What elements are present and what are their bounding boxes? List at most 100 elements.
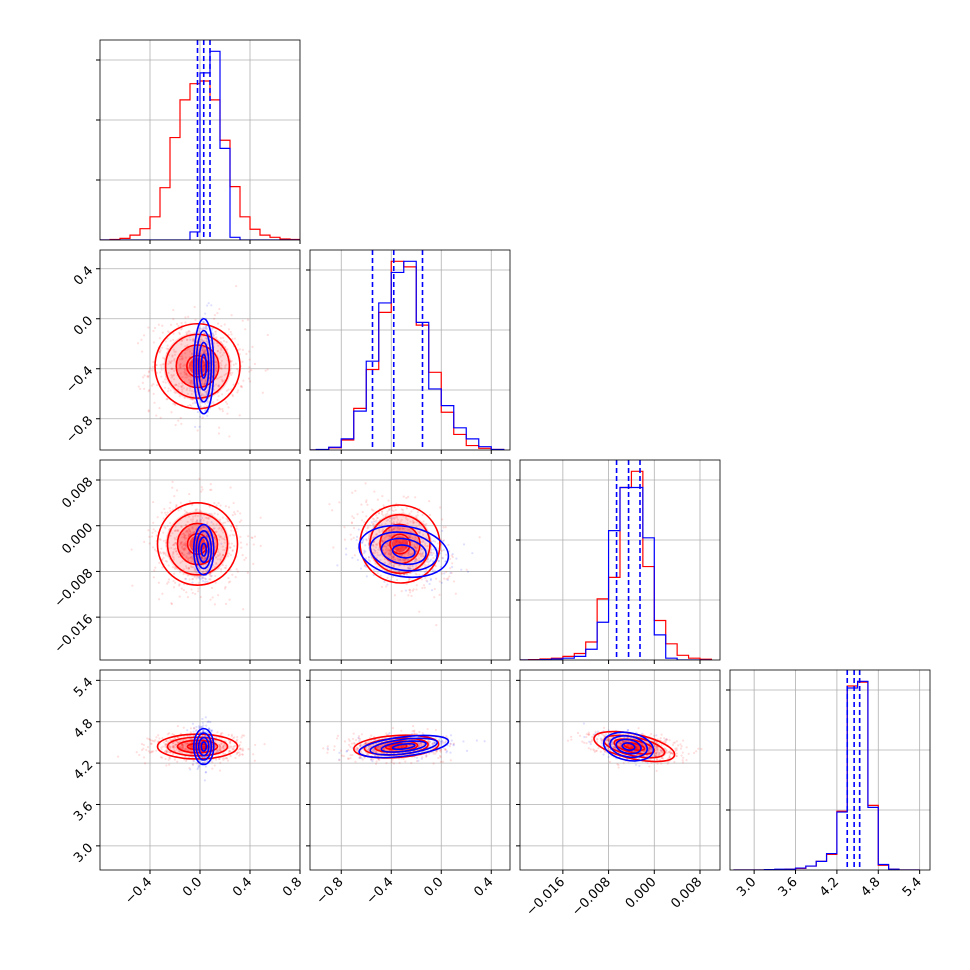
panel-content — [310, 250, 510, 450]
panel-r3-c0: −0.4 0.0 0.4 0.8 3.0 3.6 4.2 4.8 5.4 — [71, 669, 305, 908]
histogram-set-a — [520, 486, 712, 660]
x-tick-label: 4.2 — [817, 875, 842, 900]
contour-set-a — [358, 524, 450, 579]
contour-set-a — [380, 740, 427, 753]
panel-frame — [519, 669, 721, 871]
x-tick-label: 5.4 — [900, 875, 925, 900]
panel-content — [310, 460, 510, 660]
contour-set-b — [166, 512, 229, 576]
y-tick-label: −0.8 — [63, 413, 96, 446]
x-tick-label: 0.008 — [668, 875, 705, 912]
contour-set-a — [192, 523, 215, 576]
y-tick-label: 0.000 — [59, 520, 96, 557]
x-tick-label: −0.016 — [524, 875, 569, 920]
panel-r3-c1: −0.8 −0.4 0.0 0.4 — [306, 669, 511, 908]
contour-set-a — [609, 735, 649, 759]
contour-set-a — [200, 353, 208, 379]
panel-r2-c1 — [306, 459, 511, 664]
x-tick-label: 0.0 — [421, 875, 446, 900]
panel-r1-c1 — [306, 249, 511, 454]
contour-set-b — [164, 333, 231, 399]
contour-set-a — [197, 736, 210, 757]
contour-set-a — [380, 537, 427, 566]
contour-set-a — [602, 731, 655, 762]
contour-set-a — [369, 737, 439, 756]
contour-set-b — [359, 504, 441, 584]
panel-content — [100, 460, 300, 660]
contour-set-a — [200, 741, 208, 752]
contour-set-b — [154, 322, 241, 410]
y-tick-label: −0.016 — [52, 612, 97, 657]
y-tick-label: 4.8 — [71, 716, 96, 741]
panel-frame — [309, 249, 511, 451]
y-tick-label: 3.0 — [71, 841, 96, 866]
contour-set-a — [358, 734, 450, 759]
y-tick-label: −0.008 — [52, 566, 97, 611]
histogram-set-b — [733, 681, 920, 870]
contour-set-a — [197, 341, 210, 391]
x-tick-label: 0.4 — [230, 875, 255, 900]
y-tick-label: 0.4 — [71, 263, 96, 288]
panel-r3-c2: −0.016 −0.008 0.000 0.008 — [516, 669, 721, 920]
density-fill — [189, 744, 206, 750]
contour-set-a — [391, 544, 416, 559]
contour-set-a — [621, 742, 636, 751]
panel-frame — [309, 459, 511, 661]
contour-set-a — [192, 317, 215, 415]
x-tick-label: −0.4 — [364, 875, 397, 908]
panel-frame — [729, 669, 931, 871]
contour-set-b — [156, 502, 239, 586]
contour-set-a — [195, 732, 213, 761]
contour-set-a — [195, 530, 213, 570]
y-tick-label: 0.008 — [59, 475, 96, 512]
contour-set-b — [369, 513, 431, 575]
x-tick-label: 0.4 — [471, 875, 496, 900]
panel-frame — [519, 459, 721, 661]
x-tick-label: 0.000 — [623, 875, 660, 912]
contour-set-b — [613, 738, 656, 755]
contour-set-a — [197, 536, 210, 564]
panel-content — [730, 670, 930, 870]
x-tick-label: 0.0 — [180, 875, 205, 900]
contour-set-a — [369, 531, 439, 572]
x-tick-label: 4.8 — [858, 875, 883, 900]
y-tick-label: 0.0 — [71, 313, 96, 338]
panel-content — [100, 670, 300, 870]
x-tick-label: −0.8 — [314, 875, 347, 908]
panel-r2-c2 — [516, 459, 721, 664]
panel-frame — [309, 669, 511, 871]
panel-r1-c0: −0.8 −0.4 0.0 0.4 — [63, 249, 301, 454]
contour-set-a — [615, 738, 642, 755]
contour-set-b — [176, 522, 219, 566]
histogram-set-a — [100, 50, 300, 240]
histogram-set-b — [520, 470, 713, 660]
panel-r3-c3: 3.0 3.6 4.2 4.8 5.4 — [726, 669, 931, 900]
contour-set-a — [391, 742, 416, 751]
histogram-set-a — [733, 680, 920, 870]
panel-content — [520, 670, 720, 870]
panel-r0-c0 — [96, 39, 301, 244]
y-tick-label: 4.2 — [71, 758, 96, 783]
y-tick-label: 3.6 — [71, 799, 96, 824]
panel-r2-c0: −0.016−0.008 0.000 0.008 — [52, 459, 301, 664]
histogram-set-b — [310, 260, 505, 450]
panel-content — [100, 250, 300, 450]
density-fill — [392, 536, 408, 552]
contour-set-a — [195, 329, 213, 403]
panel-content — [520, 460, 720, 660]
y-tick-label: −0.4 — [63, 363, 96, 396]
density-fill — [189, 357, 206, 375]
y-tick-label: 5.4 — [71, 675, 96, 700]
x-tick-label: 3.6 — [776, 875, 801, 900]
x-tick-label: −0.4 — [122, 875, 155, 908]
contour-set-b — [186, 742, 209, 751]
x-tick-label: 0.8 — [280, 875, 305, 900]
contour-set-a — [192, 727, 215, 766]
x-tick-label: −0.008 — [569, 875, 614, 920]
histogram-set-a — [310, 260, 505, 450]
panel-content — [100, 40, 300, 240]
x-tick-label: 3.0 — [734, 875, 759, 900]
panels-layer: −0.8−0.40.00.4−0.016−0.0080.0000.008−0.4… — [52, 39, 931, 920]
panel-content — [310, 670, 510, 870]
